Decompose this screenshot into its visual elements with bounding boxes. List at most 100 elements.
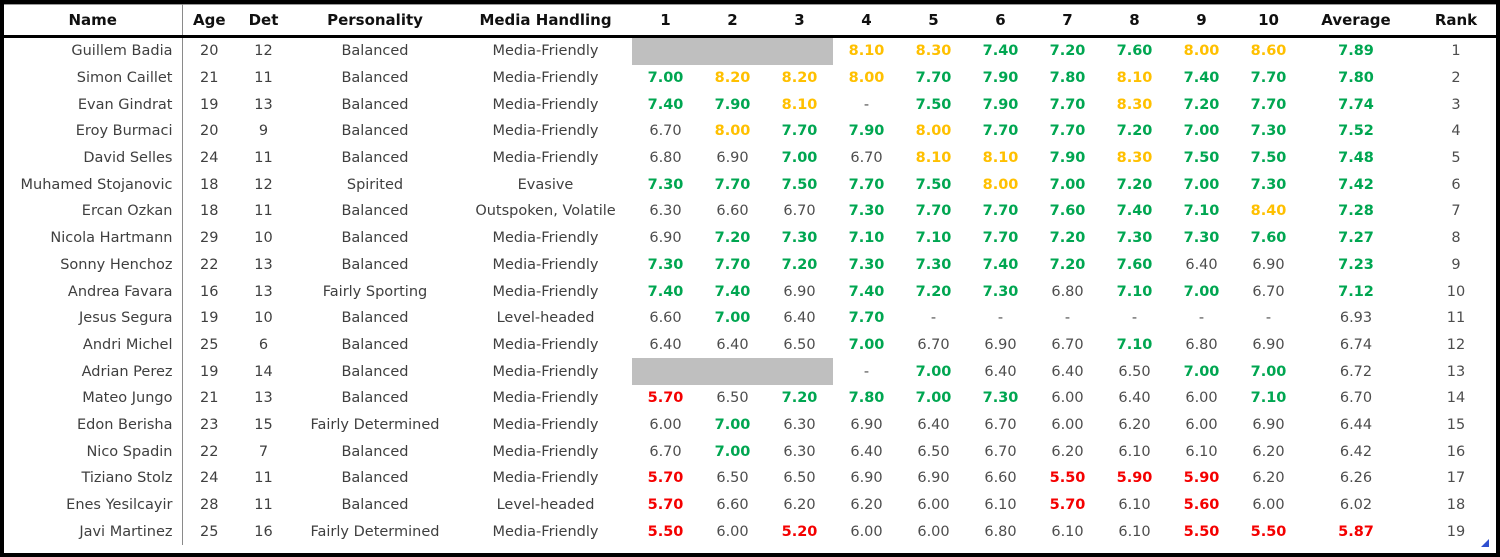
cell-rating-3[interactable] (766, 36, 833, 65)
cell-rating-3[interactable]: 6.90 (783, 283, 816, 300)
cell-media-handling[interactable]: Media-Friendly (492, 523, 599, 540)
cell-rating-4[interactable]: 8.00 (848, 70, 885, 87)
cell-rating-4[interactable]: 7.10 (848, 230, 885, 247)
cell-rating-6[interactable]: 6.90 (984, 336, 1017, 353)
cell-rating-1[interactable]: 7.40 (647, 283, 684, 300)
cell-media-handling[interactable]: Media-Friendly (492, 256, 599, 273)
cell-rating-3[interactable]: 6.40 (783, 310, 816, 327)
cell-rating-5[interactable]: 7.00 (915, 390, 952, 407)
cell-name[interactable]: Jesus Segura (4, 304, 183, 332)
cell-rating-10[interactable]: 7.10 (1250, 390, 1287, 407)
cell-rating-9[interactable]: - (1198, 310, 1205, 327)
cell-average[interactable]: 7.52 (1338, 123, 1374, 140)
cell-media-handling[interactable]: Media-Friendly (492, 43, 599, 60)
cell-name[interactable]: Javi Martinez (4, 518, 183, 546)
cell-rating-4[interactable]: 6.70 (850, 150, 883, 167)
cell-rating-8[interactable]: 6.10 (1118, 497, 1151, 514)
cell-age[interactable]: 22 (200, 443, 219, 460)
cell-det[interactable]: 13 (254, 390, 273, 407)
cell-average[interactable]: 7.23 (1338, 256, 1374, 273)
cell-rating-6[interactable]: 6.10 (984, 497, 1017, 514)
cell-rating-8[interactable]: 6.50 (1118, 363, 1151, 380)
cell-average[interactable]: 7.80 (1338, 70, 1374, 87)
cell-rating-2[interactable]: 7.90 (714, 96, 751, 113)
cell-rating-9[interactable]: 5.50 (1183, 523, 1220, 540)
cell-name[interactable]: Nico Spadin (4, 438, 183, 465)
cell-rating-7[interactable]: - (1064, 310, 1071, 327)
cell-rating-8[interactable]: 5.90 (1116, 470, 1153, 487)
cell-rating-7[interactable]: 7.20 (1049, 43, 1086, 60)
cell-rating-5[interactable]: 6.50 (917, 443, 950, 460)
cell-rank[interactable]: 15 (1446, 416, 1466, 433)
cell-rating-6[interactable]: 7.40 (982, 43, 1019, 60)
cell-det[interactable]: 13 (254, 256, 273, 273)
cell-det[interactable]: 14 (254, 363, 273, 380)
cell-rank[interactable]: 13 (1446, 363, 1466, 380)
cell-rank[interactable]: 18 (1446, 497, 1466, 514)
cell-rating-9[interactable]: 7.10 (1183, 203, 1220, 220)
cell-rating-3[interactable]: 7.30 (781, 230, 818, 247)
cell-media-handling[interactable]: Evasive (517, 176, 574, 193)
cell-rating-1[interactable]: 6.70 (649, 443, 682, 460)
cell-average[interactable]: 7.28 (1338, 203, 1374, 220)
cell-det[interactable]: 16 (254, 523, 273, 540)
cell-rating-9[interactable]: 6.40 (1185, 256, 1218, 273)
cell-age[interactable]: 23 (200, 416, 219, 433)
column-header-rating-4[interactable]: 4 (833, 4, 900, 38)
column-header-rating-9[interactable]: 9 (1168, 4, 1235, 38)
column-header-rating-3[interactable]: 3 (766, 4, 833, 38)
cell-rating-8[interactable]: 8.30 (1116, 150, 1153, 167)
cell-rating-2[interactable]: 6.60 (716, 497, 749, 514)
column-header-rating-10[interactable]: 10 (1235, 4, 1302, 38)
cell-rating-4[interactable]: 7.00 (848, 336, 885, 353)
cell-rank[interactable]: 12 (1446, 336, 1466, 353)
cell-rank[interactable]: 4 (1451, 123, 1461, 140)
cell-personality[interactable]: Balanced (341, 390, 409, 407)
cell-name[interactable]: David Selles (4, 144, 183, 172)
cell-rating-1[interactable]: 7.00 (647, 70, 684, 87)
cell-rating-1[interactable]: 5.70 (647, 470, 684, 487)
cell-rating-2[interactable]: 6.40 (716, 336, 749, 353)
cell-rating-10[interactable]: 6.20 (1252, 470, 1285, 487)
cell-average[interactable]: 6.02 (1339, 497, 1373, 514)
cell-rank[interactable]: 5 (1451, 150, 1461, 167)
cell-rating-7[interactable]: 6.40 (1051, 363, 1084, 380)
cell-rating-8[interactable]: 7.10 (1116, 336, 1153, 353)
cell-average[interactable]: 6.26 (1339, 470, 1373, 487)
cell-det[interactable]: 11 (254, 203, 273, 220)
cell-media-handling[interactable]: Media-Friendly (492, 123, 599, 140)
column-header-rating-6[interactable]: 6 (967, 4, 1034, 38)
cell-age[interactable]: 18 (200, 203, 219, 220)
cell-rating-9[interactable]: 7.40 (1183, 70, 1220, 87)
resize-handle-icon[interactable] (1481, 539, 1489, 547)
cell-rating-2[interactable]: 7.20 (714, 230, 751, 247)
column-header-average[interactable]: Average (1302, 4, 1410, 38)
cell-rating-4[interactable]: 7.80 (848, 390, 885, 407)
cell-rating-2[interactable]: 7.40 (714, 283, 751, 300)
cell-rating-4[interactable]: - (863, 96, 870, 113)
cell-rating-6[interactable]: 6.60 (984, 470, 1017, 487)
column-header-rating-7[interactable]: 7 (1034, 4, 1101, 38)
cell-rating-1[interactable]: 7.30 (647, 256, 684, 273)
cell-age[interactable]: 22 (200, 256, 219, 273)
cell-rating-10[interactable]: 7.60 (1250, 230, 1287, 247)
cell-personality[interactable]: Balanced (341, 336, 409, 353)
cell-rating-7[interactable]: 7.20 (1049, 256, 1086, 273)
cell-rating-8[interactable]: 7.20 (1116, 123, 1153, 140)
cell-age[interactable]: 28 (200, 497, 219, 514)
cell-rating-4[interactable]: 7.30 (848, 203, 885, 220)
cell-rating-9[interactable]: 6.10 (1185, 443, 1218, 460)
cell-rating-3[interactable]: 7.20 (781, 256, 818, 273)
cell-rating-10[interactable]: 7.70 (1250, 96, 1287, 113)
cell-rating-1[interactable]: 6.00 (649, 416, 682, 433)
cell-rating-7[interactable]: 7.60 (1049, 203, 1086, 220)
cell-rating-7[interactable]: 7.00 (1049, 176, 1086, 193)
cell-rating-7[interactable]: 6.80 (1051, 283, 1084, 300)
cell-det[interactable]: 11 (254, 497, 273, 514)
cell-media-handling[interactable]: Media-Friendly (492, 363, 599, 380)
cell-name[interactable]: Tiziano Stolz (4, 465, 183, 492)
cell-rating-2[interactable]: 8.00 (714, 123, 751, 140)
cell-name[interactable]: Andrea Favara (4, 278, 183, 305)
cell-personality[interactable]: Balanced (341, 43, 409, 60)
cell-rating-5[interactable]: 8.00 (915, 123, 952, 140)
